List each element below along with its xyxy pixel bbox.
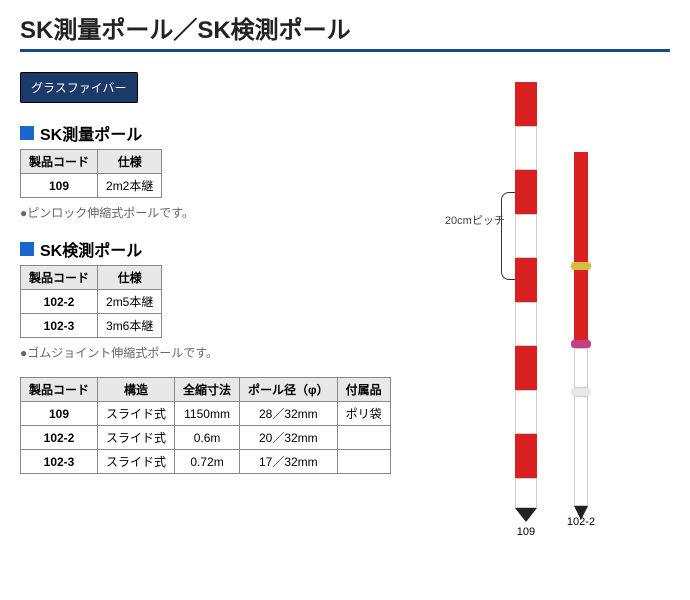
section1-title: SK測量ポール [40,121,142,145]
page-title: SK測量ポール／SK検測ポール [20,10,670,45]
pole-segment [574,396,588,506]
pole-segment [515,302,537,346]
table-cell: 102-3 [21,450,98,474]
section2-title: SK検測ポール [40,237,142,261]
material-badge: グラスファイバー [20,72,138,103]
section1-note: ●ピンロック伸縮式ポールです。 [20,204,430,221]
title-bar: SK測量ポール／SK検測ポール [20,10,670,52]
table-cell: 0.6m [175,426,240,450]
table-header: 仕様 [98,266,162,290]
section2-header: SK検測ポール [20,237,430,261]
pole-segment [515,170,537,214]
pole-segment [571,388,591,396]
pole-109-label: 109 [517,526,535,538]
pole-segment [515,82,537,126]
table-row: 1092m2本継 [21,174,162,198]
table-cell: 3m6本継 [98,314,162,338]
square-bullet-icon [20,242,34,256]
table-row: 102-2スライド式0.6m20／32mm [21,426,391,450]
table-cell: スライド式 [98,402,175,426]
pole-tip-icon [574,506,588,520]
section2-note: ●ゴムジョイント伸縮式ポールです。 [20,344,430,361]
table-header: ポール径（φ） [240,378,338,402]
table-cell: 2m5本継 [98,290,162,314]
pole-segment [574,270,588,340]
pole-segment [571,340,591,348]
table-row: 102-22m5本継 [21,290,162,314]
table-row: 109スライド式1150mm28／32mmポリ袋 [21,402,391,426]
pole-segment [574,348,588,388]
content-row: グラスファイバー SK測量ポール 製品コード仕様1092m2本継 ●ピンロック伸… [20,72,670,538]
table-cell: 1150mm [175,402,240,426]
pole-109-wrap: 20cmピッチ 109 [515,82,537,538]
table-cell: スライド式 [98,450,175,474]
pitch-label: 20cmピッチ [445,212,505,228]
pole-segment [515,126,537,170]
table-cell: 17／32mm [240,450,338,474]
spec-table: 製品コード構造全縮寸法ポール径（φ）付属品109スライド式1150mm28／32… [20,377,391,474]
pole-segment [515,434,537,478]
table-cell: 109 [21,402,98,426]
pole-segment [515,258,537,302]
illustration-area: 20cmピッチ 109 102-2 [440,72,670,538]
table-header: 全縮寸法 [175,378,240,402]
table-cell: ポリ袋 [337,402,390,426]
pole-segment [574,152,588,262]
section2-table: 製品コード仕様102-22m5本継102-33m6本継 [20,265,162,338]
table-cell: 102-2 [21,426,98,450]
table-cell [337,450,390,474]
table-cell: スライド式 [98,426,175,450]
table-cell: 28／32mm [240,402,338,426]
table-header: 仕様 [98,150,162,174]
pole-102 [574,152,588,512]
table-cell: 102-3 [21,314,98,338]
pole-segment [515,390,537,434]
table-header: 製品コード [21,378,98,402]
section1-header: SK測量ポール [20,121,430,145]
table-cell: 2m2本継 [98,174,162,198]
pitch-bracket-icon [501,192,515,280]
pole-102-wrap: 102-2 [567,82,595,528]
table-row: 102-3スライド式0.72m17／32mm [21,450,391,474]
left-column: グラスファイバー SK測量ポール 製品コード仕様1092m2本継 ●ピンロック伸… [20,72,430,538]
table-header: 構造 [98,378,175,402]
pole-segment [571,262,591,270]
table-header: 製品コード [21,150,98,174]
table-cell: 102-2 [21,290,98,314]
table-cell: 20／32mm [240,426,338,450]
square-bullet-icon [20,126,34,140]
table-row: 102-33m6本継 [21,314,162,338]
table-header: 付属品 [337,378,390,402]
section1-table: 製品コード仕様1092m2本継 [20,149,162,198]
table-cell: 109 [21,174,98,198]
table-header: 製品コード [21,266,98,290]
pole-segment [515,346,537,390]
table-cell [337,426,390,450]
pole-segment [515,214,537,258]
pole-tip-icon [515,508,537,522]
pole-segment [515,478,537,508]
pole-109: 20cmピッチ [515,82,537,522]
table-cell: 0.72m [175,450,240,474]
